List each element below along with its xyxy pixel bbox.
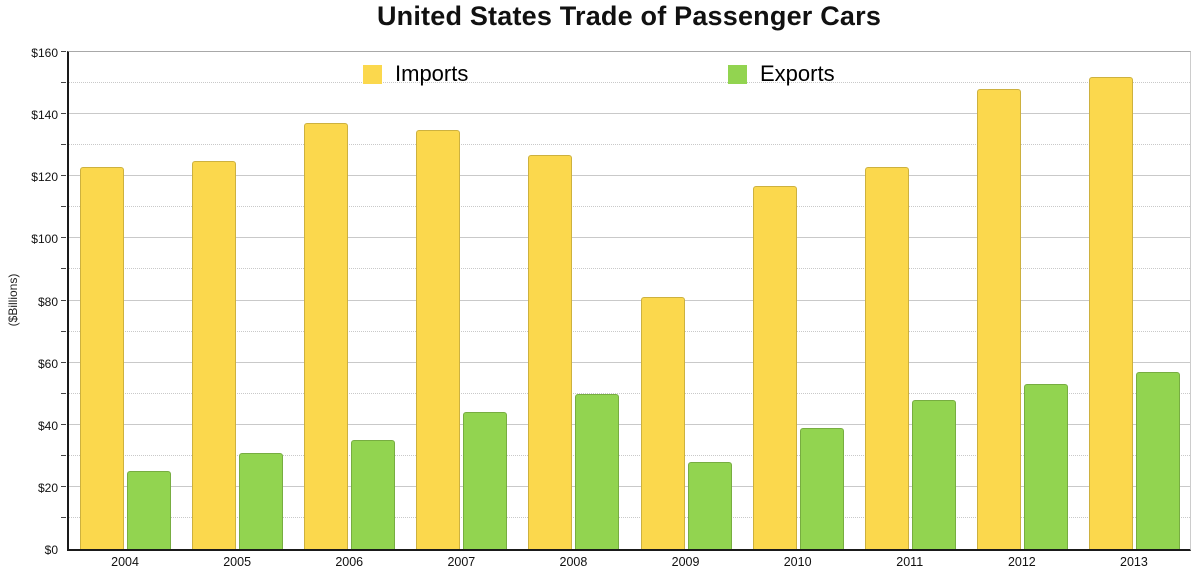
legend-item-exports: Exports [728,61,835,87]
gridline-130 [69,144,1190,146]
gridline-10 [69,516,1190,518]
imports-bar-2011 [864,166,909,549]
y-axis-tick [61,268,66,270]
y-axis-tick [61,113,66,115]
y-tick-label-120: $120 [31,170,58,185]
imports-legend-label: Imports [395,61,469,86]
bar-group-2005 [181,52,293,549]
plot-area [61,51,1191,551]
exports-legend-swatch [728,64,747,84]
gridline-120 [69,175,1190,177]
x-tick-label-2012: 2012 [1007,555,1036,569]
y-tick-label-100: $100 [31,232,58,247]
exports-bar-2008 [575,393,620,549]
gridline-150 [69,82,1190,84]
exports-bar-2010 [799,427,844,549]
imports-bar-2009 [640,297,685,549]
x-tick-label-2006: 2006 [335,555,364,569]
gridline-90 [69,268,1190,270]
exports-bar-2011 [911,399,956,549]
x-tick-label-2013: 2013 [1120,555,1148,569]
gridline-80 [69,299,1190,301]
bar-group-2007 [405,52,517,549]
bar-group-2009 [630,52,742,549]
bar-group-2006 [293,52,405,549]
y-axis-tick [61,51,66,52]
imports-bar-2006 [304,123,349,549]
bar-group-2004 [69,52,181,549]
gridline-40 [69,423,1190,425]
y-tick-label-140: $140 [31,108,58,123]
y-axis-tick [61,175,66,177]
gridline-70 [69,330,1190,332]
y-axis-tick [61,392,66,394]
chart-title: United States Trade of Passenger Cars [376,1,882,31]
gridline-30 [69,454,1190,456]
y-tick-label-160: $160 [31,46,58,60]
exports-bar-2013 [1135,371,1180,549]
gridline-50 [69,392,1190,394]
imports-bar-2007 [416,129,461,549]
gridline-140 [69,113,1190,115]
exports-bar-2009 [687,462,732,549]
y-axis-tick [61,299,66,301]
x-tick-label-2005: 2005 [223,555,252,569]
y-tick-label-0: $0 [44,543,58,557]
exports-bar-2006 [351,440,396,549]
y-axis-tick [61,485,66,487]
exports-bar-2007 [463,412,508,549]
gridline-110 [69,206,1190,208]
x-tick-label-2008: 2008 [559,555,588,569]
y-axis-tick [61,144,66,146]
imports-bar-2010 [752,185,797,549]
x-tick-label-2007: 2007 [447,555,476,569]
exports-bar-2004 [127,471,171,549]
x-tick-label-2009: 2009 [671,555,700,569]
gridline-100 [69,237,1190,239]
imports-legend-swatch [363,64,382,84]
exports-legend-label: Exports [760,61,835,86]
y-axis-tick [61,206,66,208]
y-tick-label-60: $60 [37,356,58,371]
imports-bar-2008 [528,154,573,549]
y-tick-label-40: $40 [37,418,58,433]
bar-group-2011 [854,52,966,549]
y-axis-tick [61,330,66,332]
y-tick-label-20: $20 [37,480,58,495]
y-axis-tick [61,361,66,363]
imports-bar-2013 [1088,76,1133,549]
bar-group-2010 [742,52,854,549]
bar-group-2008 [517,52,629,549]
gridline-20 [69,485,1190,487]
imports-bar-2012 [976,89,1021,549]
bar-group-2013 [1078,52,1190,549]
x-tick-label-2010: 2010 [783,555,812,569]
exports-bar-2005 [239,452,284,549]
y-axis-tick [61,454,66,456]
y-axis-tick [61,423,66,425]
x-tick-label-2004: 2004 [111,555,139,569]
exports-bar-2012 [1023,384,1068,549]
imports-bar-2005 [192,160,237,549]
x-tick-label-2011: 2011 [896,555,924,569]
y-axis-tick [61,82,66,84]
legend-item-imports: Imports [363,61,468,87]
gridline-60 [69,361,1190,363]
imports-bar-2004 [80,166,124,549]
bar-group-2012 [966,52,1078,549]
y-axis-tick [61,237,66,239]
y-axis-tick [61,516,66,518]
y-tick-label-80: $80 [37,294,58,309]
